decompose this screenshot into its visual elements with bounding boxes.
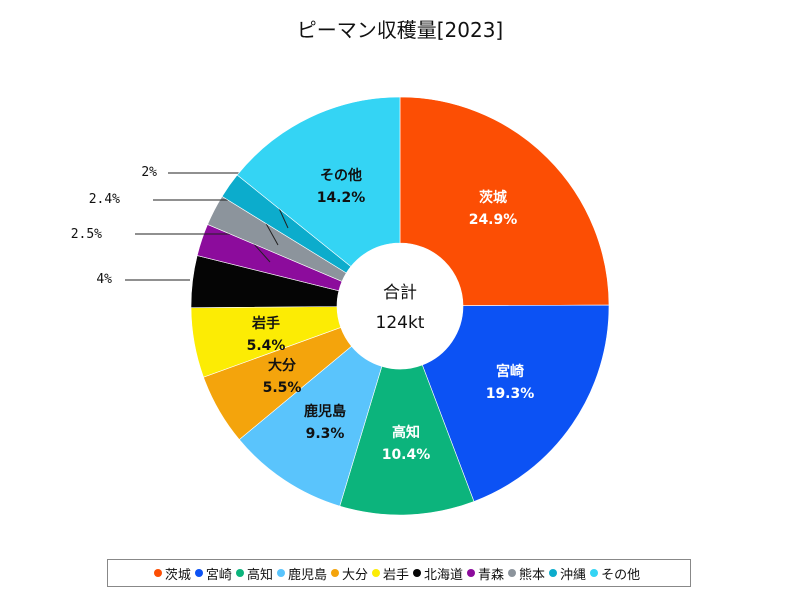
slice-percent-label-3: 10.4%	[382, 447, 431, 463]
legend-item-9: 熊本	[508, 564, 545, 583]
legend-label: 青森	[478, 567, 505, 583]
legend-swatch	[235, 569, 244, 577]
legend-item-1: 茨城	[153, 564, 191, 583]
legend-label: 沖縄	[560, 567, 587, 583]
slice-name-label-11: その他	[320, 167, 362, 184]
pie-slice-2	[421, 304, 610, 502]
legend-label: 高知	[246, 567, 273, 583]
center-label-value: 124kt	[376, 313, 425, 333]
legend-label: 北海道	[424, 567, 464, 583]
slice-name-label-5: 大分	[268, 357, 296, 374]
pie-slice-3	[339, 364, 475, 516]
slice-name-label-6: 岩手	[251, 315, 280, 332]
legend-label: 熊本	[519, 567, 546, 583]
slice-percent-label-11: 14.2%	[317, 190, 366, 206]
legend-item-10: 沖縄	[549, 564, 586, 583]
slice-percent-label-10: 2%	[141, 165, 157, 180]
slice-percent-label-4: 9.3%	[306, 426, 345, 442]
legend-label: 宮崎	[205, 567, 232, 583]
slice-percent-label-2: 19.3%	[486, 386, 535, 402]
legend-swatch	[153, 569, 162, 577]
slice-percent-label-7: 4%	[96, 272, 112, 287]
center-label-title: 合計	[383, 283, 417, 303]
legend-item-6: 岩手	[371, 564, 409, 583]
legend-item-2: 宮崎	[194, 564, 232, 583]
legend-swatch	[549, 569, 558, 577]
slice-name-label-3: 高知	[392, 424, 420, 441]
legend-item-3: 高知	[235, 564, 273, 583]
slice-percent-label-9: 2.4%	[89, 192, 120, 207]
slice-name-label-2: 宮崎	[496, 363, 524, 380]
legend-item-7: 北海道	[413, 564, 463, 583]
legend-swatch	[194, 569, 203, 577]
legend-label: その他	[601, 567, 641, 583]
legend-label: 茨城	[164, 567, 191, 583]
slice-percent-label-1: 24.9%	[469, 212, 518, 228]
legend-label: 鹿児島	[287, 567, 327, 583]
pie-slice-1	[399, 96, 610, 307]
legend-label: 岩手	[382, 567, 409, 583]
pie-slice-4	[238, 345, 383, 507]
legend-item-5: 大分	[330, 564, 368, 583]
legend-swatch	[590, 569, 599, 577]
legend-swatch	[330, 569, 339, 577]
pie-slice-11	[236, 96, 401, 267]
legend-swatch	[508, 569, 517, 577]
legend-item-11: その他	[590, 564, 640, 583]
legend-swatch	[276, 569, 285, 577]
chart-title: ピーマン収穫量[2023]	[296, 18, 504, 42]
legend-label: 大分	[341, 567, 368, 583]
slice-percent-label-5: 5.5%	[263, 380, 302, 396]
legend-item-8: 青森	[467, 564, 504, 583]
slice-percent-label-6: 5.4%	[247, 338, 286, 354]
legend-item-4: 鹿児島	[276, 564, 327, 583]
slice-name-label-4: 鹿児島	[303, 403, 346, 420]
slice-name-label-1: 茨城	[479, 189, 507, 206]
legend-swatch	[413, 569, 421, 577]
legend-swatch	[371, 569, 380, 577]
legend-swatch	[467, 569, 476, 577]
legend: 茨城 宮崎 高知 鹿児島 大分 岩手 北海道 青森 熊本 沖縄 その他	[107, 559, 691, 587]
slice-percent-label-8: 2.5%	[71, 227, 102, 242]
